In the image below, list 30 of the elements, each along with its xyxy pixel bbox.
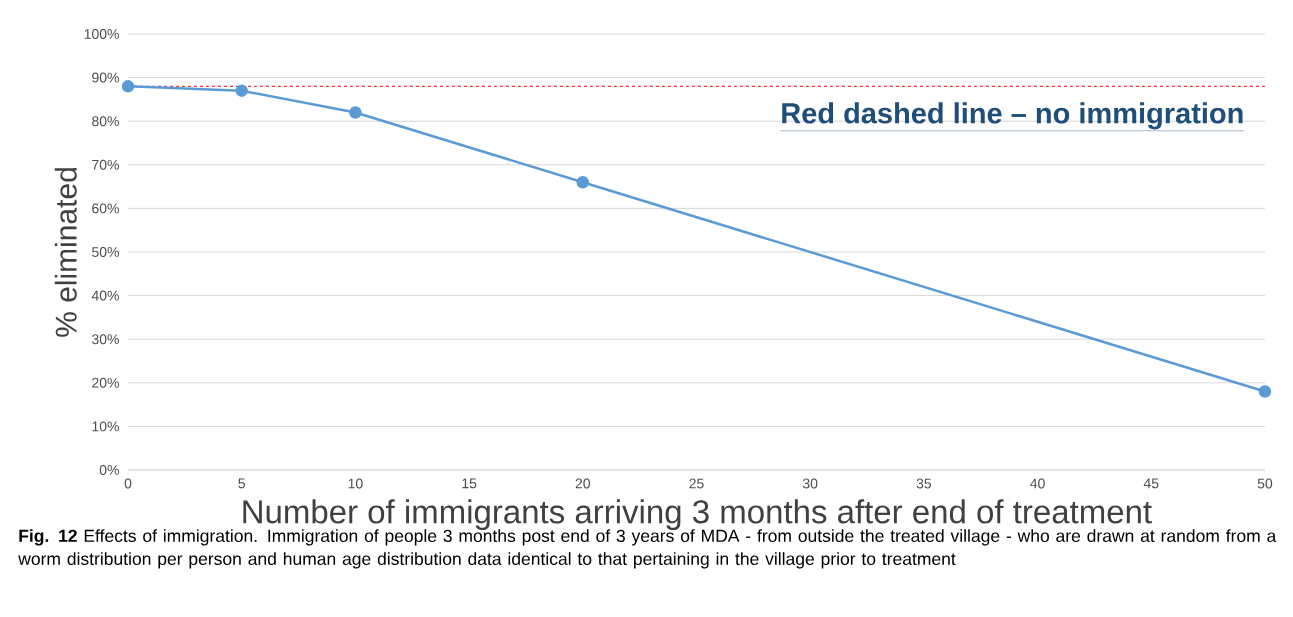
point	[1258, 385, 1272, 398]
x-tick-label: 25	[689, 478, 704, 489]
y-tick-label: 0%	[99, 465, 119, 475]
x-tick-label: 15	[462, 478, 477, 489]
y-tick-label: 10%	[92, 421, 119, 432]
x-tick-label: 10	[348, 478, 363, 489]
y-axis-title: % eliminated	[54, 168, 77, 337]
y-tick-label: 90%	[92, 72, 119, 83]
y-tick-label: 100%	[84, 29, 119, 39]
x-tick-label: 40	[1030, 478, 1045, 489]
y-tick-label: 80%	[92, 116, 119, 127]
point	[349, 106, 362, 119]
point	[121, 80, 135, 93]
x-tick-label: 30	[802, 478, 818, 489]
x-tick-label: 5	[238, 478, 246, 489]
point	[576, 175, 590, 189]
x-tick-label: 20	[575, 478, 591, 489]
y-tick-label: 20%	[92, 377, 119, 388]
y-tick-label: 40%	[91, 290, 119, 301]
y-tick-label: 70%	[92, 159, 119, 170]
point	[235, 84, 248, 97]
y-tick-label: 50%	[92, 247, 119, 257]
x-tick-label: 50	[1257, 478, 1273, 489]
annotation: Red dashed line – no immigration	[782, 102, 1243, 130]
x-tick-label: 35	[916, 478, 932, 489]
y-tick-label: 60%	[92, 203, 119, 214]
x-tick-label: 0	[124, 478, 132, 489]
x-tick-label: 45	[1143, 478, 1159, 489]
y-tick-label: 30%	[91, 334, 119, 345]
text: Fig. 12 Effects of immigration. Immigration of people 3 months post end of 3 years of MDA - from outside the treated village - who are drawn at random from a worm distribution per person and human age distribution data identical to that pertaining in the village prior to treatment	[18, 529, 1277, 569]
